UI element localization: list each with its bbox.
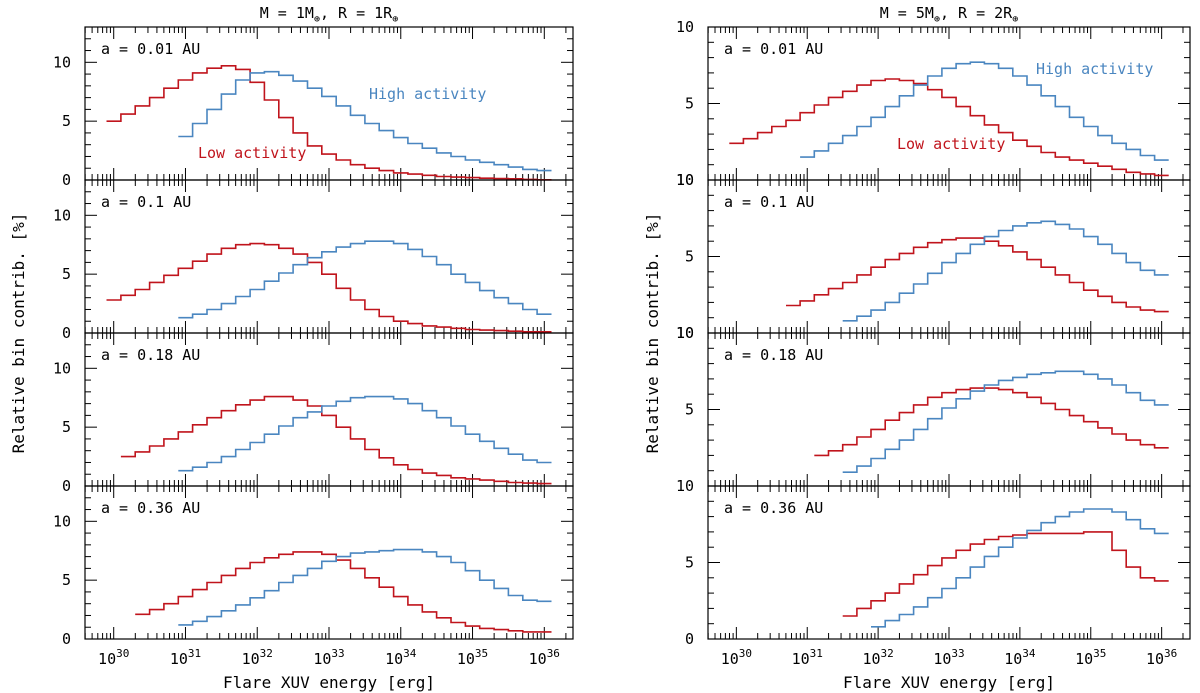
panel-label: a = 0.1 AU: [101, 193, 191, 211]
y-tick-label: 10: [676, 171, 694, 189]
annotation-high-activity: High activity: [1036, 60, 1153, 78]
title-radius-sub: ⊕: [392, 14, 398, 25]
x-tick-label: 1035: [457, 647, 488, 668]
x-axis-label: Flare XUV energy [erg]: [223, 673, 435, 692]
annotation-high-activity: High activity: [369, 85, 486, 103]
x-tick-label: 1033: [313, 647, 344, 668]
panel-3: 5 10 a = 0.18 AU: [676, 324, 1191, 487]
title-radius: , R = 2R: [940, 4, 1013, 22]
y-tick-label: 5: [685, 95, 694, 113]
series-high-activity: [871, 508, 1169, 628]
y-tick-label: 10: [53, 206, 71, 224]
y-tick-label: 10: [676, 477, 694, 495]
panel-label: a = 0.36 AU: [724, 499, 823, 517]
series-low-activity: [135, 551, 552, 633]
y-tick-label: 0: [62, 477, 71, 495]
series-low-activity: [106, 242, 552, 333]
series-high-activity: [178, 70, 552, 172]
y-tick-label: 5: [62, 571, 71, 589]
y-tick-label: 5: [62, 265, 71, 283]
x-tick-label: 1031: [170, 647, 201, 668]
panel-4: 0 5 10 a = 0.36 AU: [53, 485, 574, 648]
panel-label: a = 0.18 AU: [101, 346, 200, 364]
chart-title: M = 5M⊕, R = 2R⊕: [880, 4, 1019, 25]
panel-3: 0 5 10 a = 0.18 AU: [53, 332, 574, 495]
title-mass-sub: ⊕: [314, 14, 320, 25]
x-tick-label: 1036: [1146, 647, 1177, 668]
y-tick-label: 10: [676, 324, 694, 342]
series-high-activity: [842, 370, 1169, 473]
y-tick-label: 0: [685, 630, 694, 648]
series-low-activity: [842, 531, 1169, 617]
series-low-activity: [814, 387, 1169, 457]
x-tick-label: 1034: [385, 647, 417, 668]
y-tick-label: 0: [62, 171, 71, 189]
annotation-low-activity: Low activity: [198, 144, 306, 162]
y-tick-label: 10: [53, 359, 71, 377]
y-axis-label: Relative bin contrib. [%]: [643, 213, 662, 454]
x-tick-label: 1034: [1004, 647, 1036, 668]
y-tick-label: 5: [62, 112, 71, 130]
panel-1: 0 5 10 a = 0.01 AU High activity Low activity: [53, 26, 574, 189]
series-high-activity: [800, 61, 1169, 161]
series-low-activity: [106, 65, 552, 181]
panel-label: a = 0.18 AU: [724, 346, 823, 364]
y-tick-label: 5: [685, 401, 694, 419]
title-mass-sub: ⊕: [934, 14, 940, 25]
panel-label: a = 0.1 AU: [724, 193, 814, 211]
x-tick-label: 1035: [1075, 647, 1106, 668]
y-tick-label: 5: [685, 248, 694, 266]
x-tick-label: 1036: [529, 647, 560, 668]
series-high-activity: [842, 220, 1169, 322]
y-tick-label: 0: [62, 324, 71, 342]
title-radius-sub: ⊕: [1012, 14, 1018, 25]
y-tick-label: 10: [53, 512, 71, 530]
x-tick-label: 1032: [242, 647, 273, 668]
panel-label: a = 0.01 AU: [724, 40, 823, 58]
x-axis-label: Flare XUV energy [erg]: [843, 673, 1055, 692]
y-tick-label: 5: [685, 554, 694, 572]
series-low-activity: [120, 395, 552, 485]
panel-2: 0 5 10 a = 0.1 AU: [53, 179, 574, 342]
panel-4: 0 5 a = 0.36 AU: [685, 485, 1191, 648]
panel-label: a = 0.36 AU: [101, 499, 200, 517]
y-axis-label: Relative bin contrib. [%]: [9, 213, 28, 454]
title-mass: M = 1M: [260, 4, 314, 22]
title-radius: , R = 1R: [320, 4, 393, 22]
x-tick-label: 1030: [98, 647, 129, 668]
series-high-activity: [178, 395, 552, 472]
y-tick-label: 10: [676, 171, 694, 189]
x-tick-label: 1031: [792, 647, 823, 668]
title-mass: M = 5M: [880, 4, 934, 22]
y-tick-label: 0: [62, 630, 71, 648]
panel-1: 5 10 a = 0.01 AU High activity Low activity: [676, 18, 1191, 181]
x-tick-label: 1030: [721, 647, 752, 668]
annotation-low-activity: Low activity: [897, 135, 1005, 153]
series-low-activity: [729, 78, 1169, 177]
x-tick-label: 1032: [862, 647, 893, 668]
y-tick-label: 10: [676, 18, 694, 36]
series-high-activity: [178, 548, 552, 626]
panel-2: 5 10 a = 0.1 AU: [676, 171, 1191, 334]
x-tick-label: 1033: [933, 647, 964, 668]
y-tick-label: 10: [676, 324, 694, 342]
y-tick-label: 10: [53, 53, 71, 71]
chart-title: M = 1M⊕, R = 1R⊕: [260, 4, 399, 25]
y-tick-label: 5: [62, 418, 71, 436]
panel-label: a = 0.01 AU: [101, 40, 200, 58]
series-high-activity: [178, 240, 552, 319]
